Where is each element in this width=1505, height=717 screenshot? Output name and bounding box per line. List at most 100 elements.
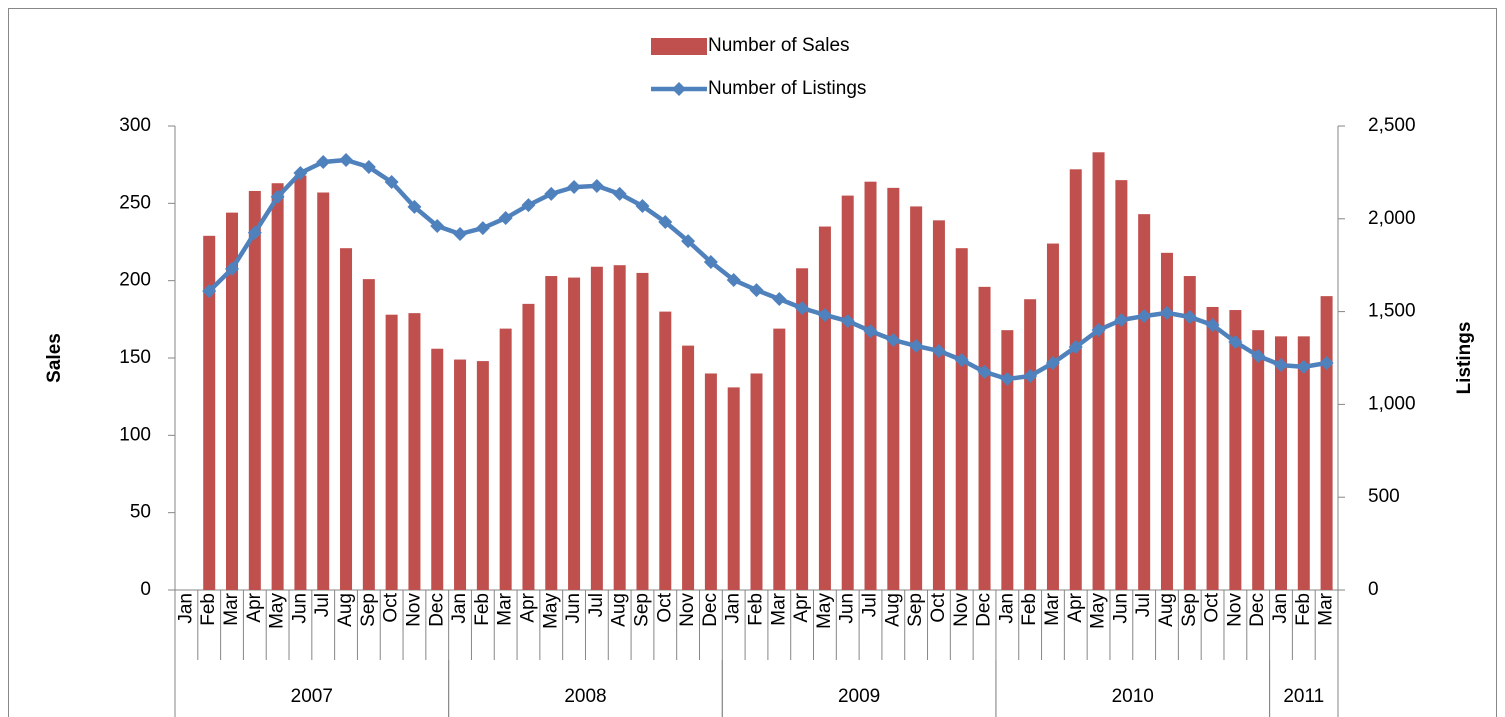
marker [795, 301, 810, 316]
bar [1138, 214, 1151, 590]
marker [1159, 305, 1174, 320]
marker [247, 225, 262, 240]
bar [1320, 296, 1333, 590]
x-tick-label: Jul [1133, 593, 1154, 617]
bar [796, 268, 809, 590]
bar [1046, 243, 1059, 590]
x-tick-label: Jan [996, 593, 1017, 624]
x-tick-label: Dec [426, 593, 447, 627]
chart-frame [8, 8, 1497, 717]
x-tick-label: Jun [837, 593, 858, 624]
y-tick-label: 250 [119, 192, 151, 213]
x-tick-label: Oct [928, 592, 949, 622]
bar [408, 313, 421, 590]
x-tick-label: May [1088, 593, 1109, 629]
marker [1251, 348, 1266, 363]
line [207, 157, 1327, 382]
x-tick-label: Jan [175, 593, 196, 624]
x-tick-label: Jan [1270, 593, 1291, 624]
marker [521, 198, 536, 213]
y-tick-label: 50 [130, 502, 151, 523]
marker [817, 307, 832, 322]
bar [522, 303, 535, 590]
bar [910, 206, 923, 590]
bar [1115, 180, 1128, 590]
legend-label: Number of Sales [708, 35, 850, 56]
marker [1045, 356, 1060, 371]
marker [1137, 309, 1152, 324]
y2-tick-label: 1,500 [1368, 301, 1416, 322]
bar [773, 328, 786, 590]
legend-swatch [651, 38, 707, 55]
bar [476, 361, 489, 590]
legend-label: Number of Listings [708, 78, 866, 99]
bar [727, 387, 740, 590]
x-tick-label: Sep [1179, 593, 1200, 627]
bar [841, 195, 854, 590]
marker [316, 155, 331, 170]
x-tick-label: Mar [1042, 592, 1063, 625]
x-tick-label: Apr [244, 592, 265, 622]
x-tick-label: Feb [1019, 593, 1040, 626]
x-group-label: 2007 [291, 686, 333, 707]
marker [909, 338, 924, 353]
x-tick-label: May [540, 593, 561, 629]
x-group-label: 2009 [838, 686, 880, 707]
bar [385, 314, 398, 590]
bar [203, 235, 216, 590]
bar [887, 187, 900, 590]
bar [294, 175, 307, 590]
x-tick-label: May [814, 593, 835, 629]
marker [954, 353, 969, 368]
bar [955, 248, 968, 591]
marker [931, 343, 946, 358]
marker [703, 255, 718, 270]
marker [293, 165, 308, 180]
bar [978, 286, 991, 590]
y2-tick-label: 2,000 [1368, 208, 1416, 229]
bar [1229, 310, 1242, 590]
x-tick-label: Nov [951, 593, 972, 627]
x-tick-label: Mar [495, 592, 516, 625]
bar [248, 190, 261, 590]
x-group-label: 2011 [1283, 686, 1324, 707]
bar [1297, 336, 1310, 590]
marker [1273, 358, 1288, 373]
marker [612, 186, 627, 201]
x-tick-label: Apr [1065, 592, 1086, 622]
x-tick-label: Aug [609, 593, 630, 627]
marker [1319, 356, 1334, 371]
marker [407, 199, 422, 214]
x-tick-label: Aug [882, 593, 903, 627]
marker [567, 180, 582, 195]
x-tick-label: Nov [403, 593, 424, 627]
x-tick-label: Jan [723, 593, 744, 624]
bar [1183, 276, 1196, 590]
marker [658, 214, 673, 229]
bar [704, 373, 717, 590]
x-tick-label: Sep [905, 593, 926, 627]
x-tick-label: Sep [631, 593, 652, 627]
x-tick-label: Dec [700, 593, 721, 627]
bar [1069, 169, 1082, 590]
y2-tick-label: 1,000 [1368, 393, 1416, 414]
x-tick-label: Mar [1316, 592, 1337, 625]
x-group-label: 2008 [564, 686, 606, 707]
marker [202, 284, 217, 299]
x-tick-label: Feb [198, 593, 219, 626]
x-group-label: 2010 [1112, 686, 1154, 707]
x-tick-label: Jul [586, 593, 607, 617]
bar [613, 265, 626, 590]
x-tick-label: Feb [1293, 593, 1314, 626]
bar [1206, 306, 1219, 590]
marker [498, 211, 513, 226]
bar [568, 277, 581, 590]
marker [361, 160, 376, 175]
marker [977, 364, 992, 379]
bar [271, 183, 284, 590]
bar [750, 373, 763, 590]
bar [1252, 330, 1265, 590]
y2-tick-label: 500 [1368, 486, 1400, 507]
bar [864, 181, 877, 590]
